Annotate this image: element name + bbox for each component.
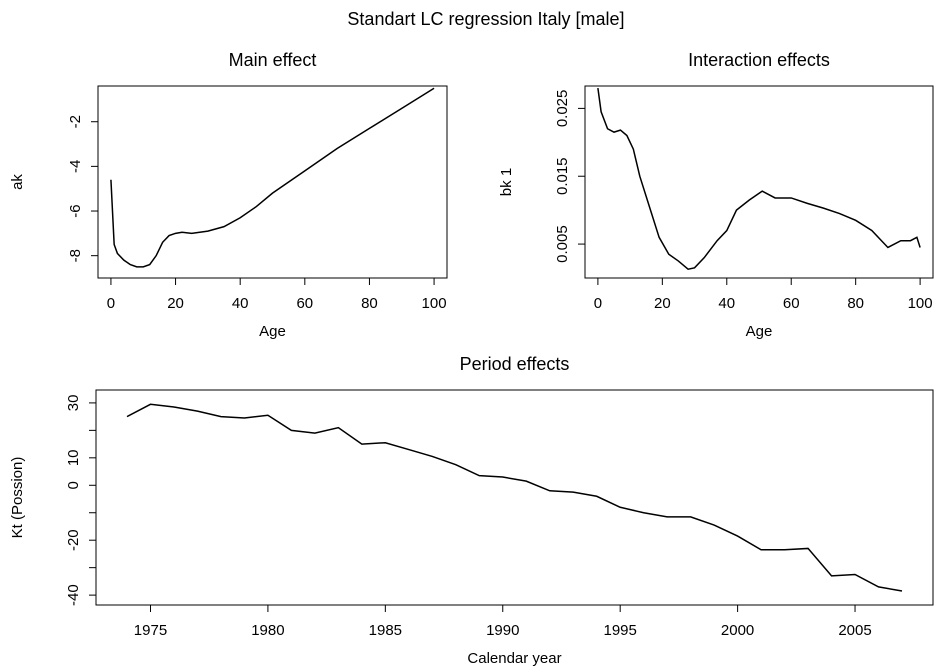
data-line <box>110 87 435 268</box>
data-line <box>126 403 903 592</box>
y-tick-label: -2 <box>67 115 84 128</box>
x-tick-label: 20 <box>167 295 184 312</box>
plot-box <box>95 389 934 606</box>
x-tick-label: 2005 <box>838 622 871 639</box>
x-tick-label: 1980 <box>251 622 284 639</box>
y-tick-label: 0.005 <box>554 225 571 263</box>
x-axis-label: Calendar year <box>467 650 561 666</box>
y-tick-label: -8 <box>67 249 84 262</box>
x-tick-label: 60 <box>783 295 800 312</box>
x-tick-label: 1975 <box>134 622 167 639</box>
y-tick-label: 30 <box>65 395 82 412</box>
plot-box <box>97 85 448 279</box>
data-line <box>597 87 921 270</box>
y-tick-label: 0 <box>65 481 82 489</box>
panel-title: Period effects <box>460 354 570 374</box>
plot-box <box>584 85 934 279</box>
x-tick-label: 0 <box>594 295 602 312</box>
x-tick-label: 80 <box>847 295 864 312</box>
y-tick-label: -40 <box>65 584 82 606</box>
x-tick-label: 2000 <box>721 622 754 639</box>
x-tick-label: 40 <box>718 295 735 312</box>
y-axis-label: Kt (Possion) <box>9 457 26 539</box>
panel-title: Interaction effects <box>688 50 830 70</box>
x-axis-label: Age <box>259 323 286 340</box>
y-axis-label: ak <box>9 174 26 190</box>
x-tick-label: 1995 <box>603 622 636 639</box>
y-tick-label: -20 <box>65 529 82 551</box>
y-tick-label: 0.015 <box>554 157 571 195</box>
x-tick-label: 20 <box>654 295 671 312</box>
x-tick-label: 0 <box>107 295 115 312</box>
x-tick-label: 80 <box>361 295 378 312</box>
x-tick-label: 60 <box>296 295 313 312</box>
y-axis-label: bk 1 <box>498 168 515 196</box>
x-axis-label: Age <box>746 323 773 340</box>
x-tick-label: 1985 <box>369 622 402 639</box>
x-tick-label: 40 <box>232 295 249 312</box>
panel-title: Main effect <box>229 50 317 70</box>
figure-title: Standart LC regression Italy [male] <box>347 9 624 29</box>
x-tick-label: 100 <box>908 295 933 312</box>
y-tick-label: -4 <box>67 160 84 173</box>
y-tick-label: 0.025 <box>554 90 571 128</box>
y-tick-label: -6 <box>67 204 84 217</box>
x-tick-label: 100 <box>422 295 447 312</box>
y-tick-label: 10 <box>65 449 82 466</box>
x-tick-label: 1990 <box>486 622 519 639</box>
